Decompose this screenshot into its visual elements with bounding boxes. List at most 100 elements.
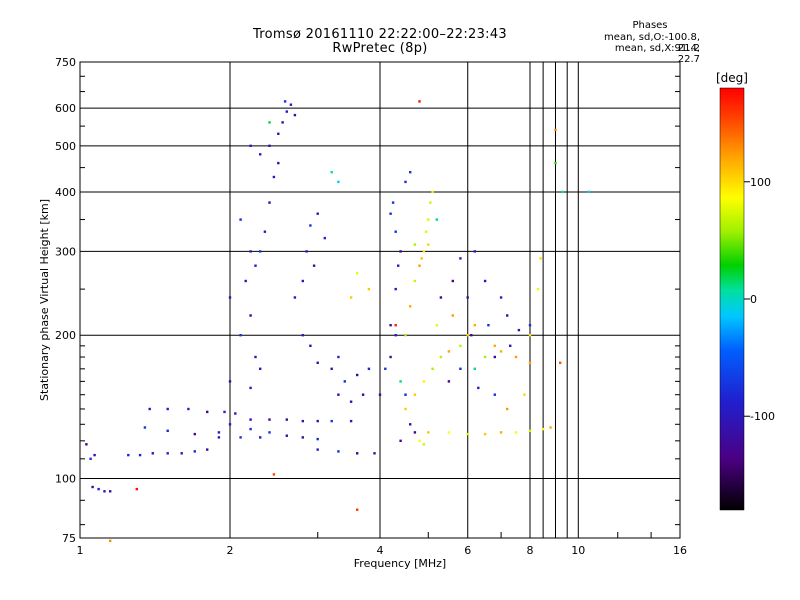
data-point xyxy=(316,419,319,423)
data-point xyxy=(439,355,443,359)
data-point xyxy=(514,355,518,359)
data-point xyxy=(404,407,407,411)
data-point xyxy=(473,367,476,370)
data-point xyxy=(409,423,412,426)
data-point xyxy=(277,132,280,135)
data-point xyxy=(397,264,400,267)
data-point xyxy=(301,279,304,283)
data-point xyxy=(91,485,94,489)
legend-x-values: 91.4, 22.7 xyxy=(674,43,700,65)
data-point xyxy=(268,431,271,434)
data-point xyxy=(528,361,532,364)
data-point xyxy=(312,264,316,267)
data-point xyxy=(587,190,590,194)
data-point xyxy=(466,296,469,299)
data-point xyxy=(399,380,402,383)
data-point xyxy=(289,103,293,106)
data-point xyxy=(404,393,407,396)
data-point xyxy=(361,393,365,396)
x-tick-label: 10 xyxy=(571,544,585,557)
data-point xyxy=(483,432,487,436)
data-point xyxy=(272,175,276,179)
data-point xyxy=(394,230,397,233)
data-point xyxy=(561,190,564,194)
data-point xyxy=(356,373,359,377)
data-point xyxy=(409,305,412,308)
data-point xyxy=(206,448,209,451)
data-point xyxy=(384,367,387,370)
data-point xyxy=(330,419,333,423)
data-point xyxy=(499,431,503,434)
data-point xyxy=(217,436,221,439)
colorbar-tick-label: 0 xyxy=(750,293,757,306)
data-point xyxy=(517,328,521,332)
data-point xyxy=(254,264,257,267)
data-point xyxy=(249,314,252,317)
data-point xyxy=(109,490,112,493)
data-point xyxy=(301,334,304,337)
colorbar-gradient xyxy=(719,87,745,511)
data-point xyxy=(166,429,169,432)
data-point xyxy=(337,450,340,453)
colorbar-tick-label: 100 xyxy=(750,176,771,189)
data-point xyxy=(373,452,376,455)
data-point xyxy=(343,380,346,383)
data-point xyxy=(451,279,454,283)
data-point xyxy=(268,418,271,421)
data-point xyxy=(259,436,262,439)
data-point xyxy=(378,393,382,396)
data-point xyxy=(356,272,359,275)
data-point xyxy=(539,257,542,260)
data-point xyxy=(418,439,421,442)
data-point xyxy=(127,453,130,457)
data-point xyxy=(389,355,392,359)
data-point xyxy=(499,350,503,353)
data-point xyxy=(285,110,288,113)
data-point xyxy=(254,355,257,359)
chart-title: Tromsø 20161110 22:22:00–22:23:43 xyxy=(252,27,508,42)
y-tick-label: 400 xyxy=(55,186,76,199)
x-tick-label: 16 xyxy=(673,544,687,557)
data-point xyxy=(413,279,417,283)
data-point xyxy=(427,218,430,221)
data-point xyxy=(268,201,271,204)
data-point xyxy=(506,314,509,317)
data-point xyxy=(277,161,280,165)
data-point xyxy=(483,355,487,359)
data-point xyxy=(249,418,252,421)
data-point xyxy=(193,432,196,436)
data-point xyxy=(409,171,412,174)
data-point xyxy=(399,439,402,442)
data-point xyxy=(228,423,232,426)
data-point xyxy=(422,250,426,253)
data-point xyxy=(239,436,242,439)
data-point xyxy=(483,279,487,283)
data-point xyxy=(316,361,319,364)
data-point xyxy=(249,386,252,390)
data-point xyxy=(424,230,428,233)
data-point xyxy=(506,407,509,411)
data-point xyxy=(330,367,333,370)
data-point xyxy=(431,190,434,194)
chart-subtitle: RwPretec (8p) xyxy=(332,41,428,56)
data-point xyxy=(536,287,540,291)
data-point xyxy=(349,419,353,423)
data-point xyxy=(413,393,417,396)
data-point xyxy=(418,264,421,267)
data-point xyxy=(523,393,526,396)
data-point xyxy=(103,490,106,493)
data-point xyxy=(337,393,340,396)
x-tick-label: 1 xyxy=(77,544,84,557)
data-point xyxy=(93,453,96,457)
data-point xyxy=(85,443,88,446)
data-point xyxy=(470,334,473,337)
data-point xyxy=(559,361,562,364)
data-point xyxy=(330,171,333,174)
data-point xyxy=(439,296,443,299)
data-point xyxy=(549,426,552,429)
data-point xyxy=(422,380,426,383)
data-point xyxy=(356,508,359,511)
legend-o-mode: mean, sd,O:-100.8, 21.2 xyxy=(600,32,700,54)
data-point xyxy=(97,487,100,491)
data-point xyxy=(217,431,221,434)
